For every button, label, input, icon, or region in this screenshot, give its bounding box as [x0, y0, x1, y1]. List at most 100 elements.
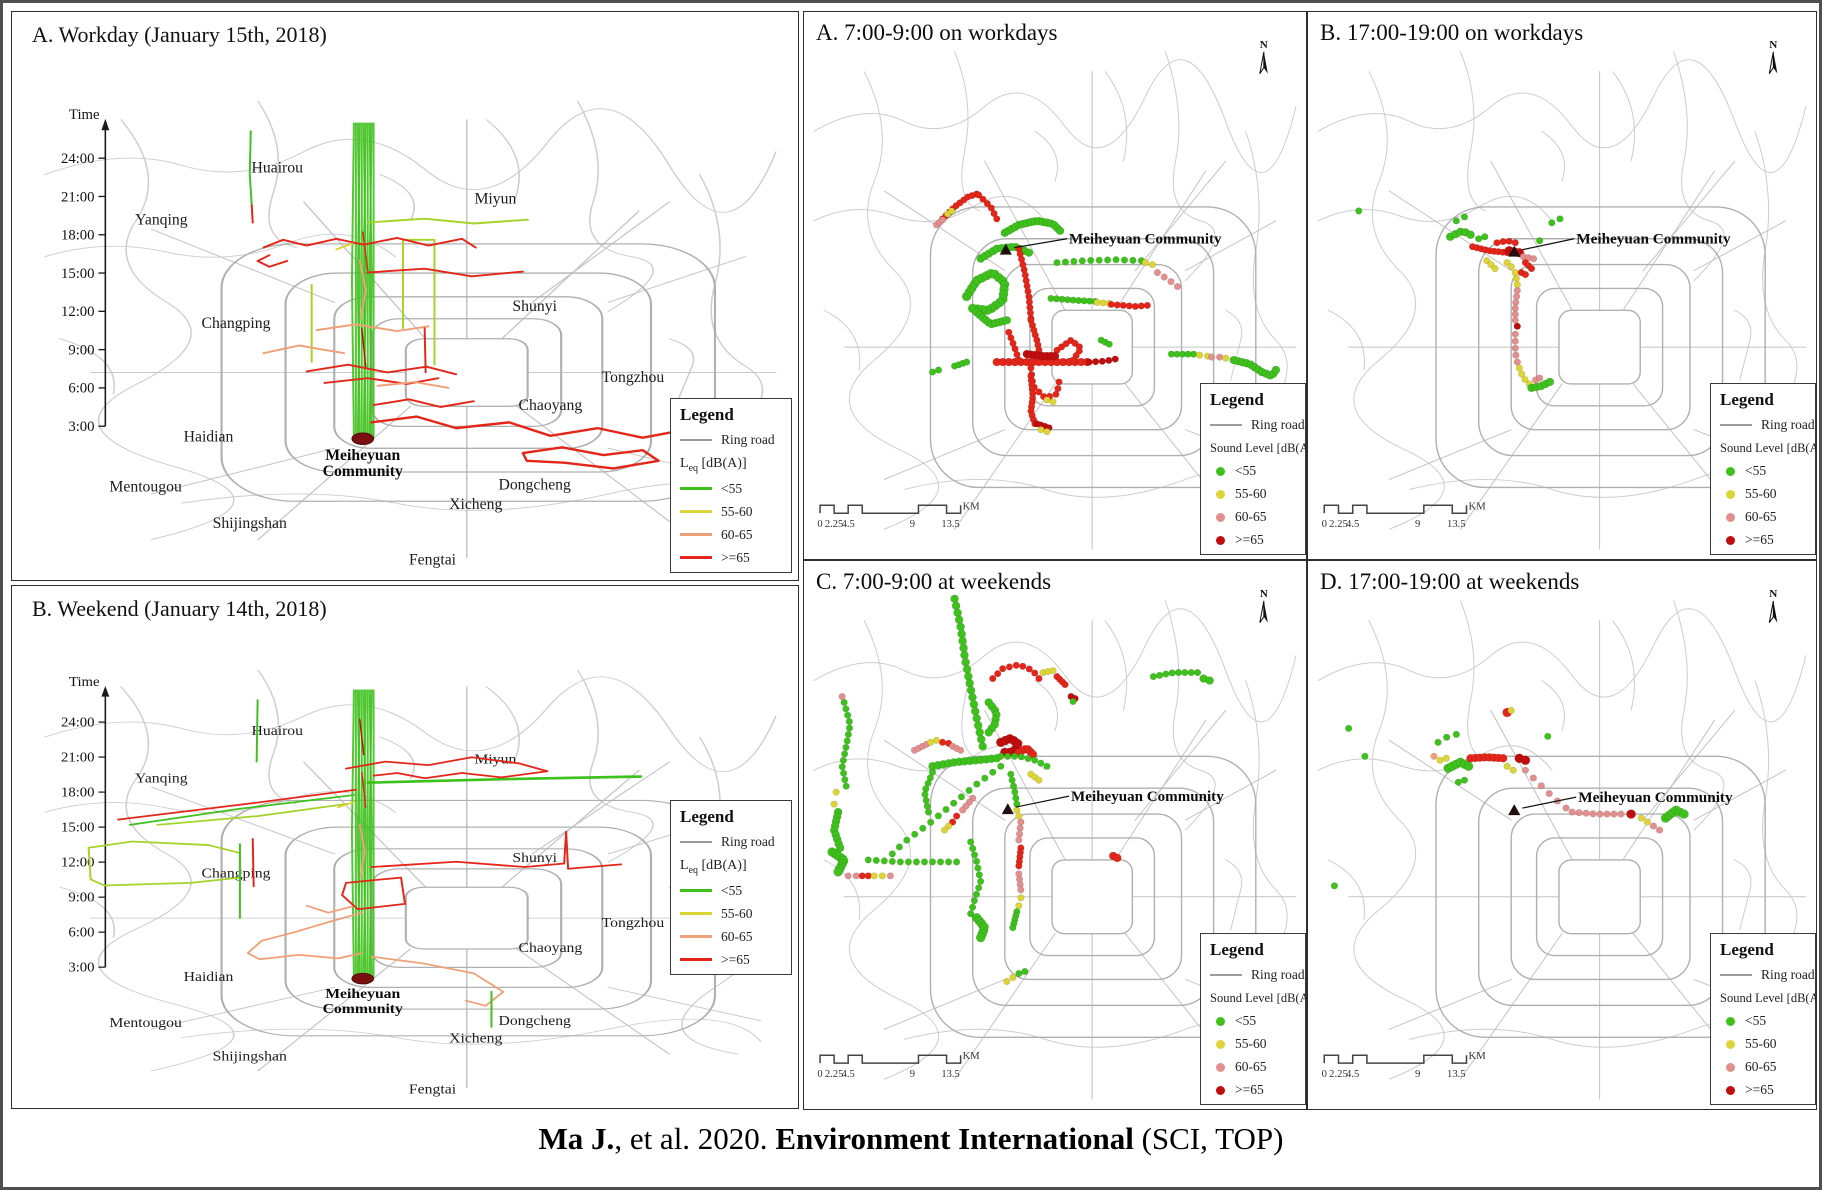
legend-item: <55 — [680, 883, 782, 899]
ring-road-label: Ring road — [1251, 967, 1305, 982]
scale-bar-line — [819, 504, 962, 515]
legend-sound-label: Sound Level [dB(A)] — [1720, 441, 1817, 455]
sound-dot — [969, 844, 977, 852]
dot-swatch — [1726, 1016, 1735, 1026]
sound-dot — [1208, 353, 1216, 361]
legend-item: <55 — [1210, 463, 1296, 479]
sound-dot — [842, 705, 850, 713]
sound-dot — [1002, 316, 1012, 325]
district-label: Dongcheng — [498, 1014, 571, 1029]
dot-swatch — [1726, 1039, 1735, 1049]
sound-dot — [1520, 755, 1531, 766]
sound-dot — [994, 670, 1002, 678]
trajectory-line — [565, 831, 623, 870]
sound-dot — [1017, 894, 1025, 902]
sound-dot — [949, 818, 957, 826]
sound-dot — [959, 643, 968, 653]
sound-dot — [974, 864, 982, 872]
legend-item: 55-60 — [1720, 486, 1806, 502]
sound-dot — [989, 768, 997, 776]
trajectory-line — [366, 217, 529, 225]
time-tick-label: 9:00 — [68, 891, 94, 905]
time-axis-label: Time — [69, 107, 100, 123]
trajectory-line — [262, 236, 477, 249]
map-panel-title: D. 17:00-19:00 at weekends — [1320, 569, 1580, 594]
district-label: Mentougou — [109, 479, 182, 496]
sound-dot — [1112, 853, 1122, 863]
legend-item: 55-60 — [680, 504, 782, 520]
time-tick-label: 21:00 — [61, 751, 95, 765]
sound-dot — [1087, 256, 1095, 264]
ring-road-label: Ring road — [1761, 417, 1815, 432]
workday-spacetime-plot: Time 24:00 21:00 18:00 15:00 12:00 9:00 6:00 3:0… — [43, 100, 777, 569]
community-label-line2: Community — [323, 463, 404, 480]
trajectory-line — [248, 130, 253, 207]
trajectory-line — [251, 838, 255, 888]
trajectory-line — [370, 955, 505, 1007]
trajectory-line — [117, 788, 357, 821]
sound-dot — [1037, 759, 1045, 767]
sound-dot — [960, 650, 969, 660]
sound-dot — [1643, 818, 1651, 826]
scale-bar-tick-label: 0 — [1322, 1069, 1327, 1080]
sound-dot — [950, 799, 958, 807]
sound-dot — [1031, 756, 1039, 764]
sound-dot — [1521, 271, 1530, 279]
scale-bar-tick-label: 4.5 — [1346, 519, 1359, 530]
sound-dot — [838, 763, 846, 771]
sound-dot — [997, 762, 1005, 770]
sound-dot — [1013, 806, 1021, 814]
sound-dot — [1649, 822, 1658, 830]
sound-dot — [989, 675, 997, 683]
time-tick-label: 12:00 — [61, 856, 95, 870]
legend-item: 60-65 — [680, 929, 782, 945]
sound-dot — [993, 215, 1001, 223]
sound-dot — [1149, 673, 1157, 681]
map-panel-title: C. 7:00-9:00 at weekends — [816, 569, 1052, 594]
sound-dot — [1071, 339, 1079, 347]
sound-dot — [965, 679, 974, 688]
district-label: Xicheng — [449, 1031, 503, 1046]
sound-dot — [1104, 256, 1112, 264]
district-label: Fengtai — [409, 552, 457, 569]
sound-dot — [1069, 356, 1077, 364]
sound-dot — [839, 756, 847, 764]
trajectory-line — [358, 260, 367, 320]
sound-dot — [1493, 239, 1501, 247]
sound-dot — [1043, 428, 1051, 436]
sound-dot — [1545, 377, 1555, 387]
district-label: Shunyi — [512, 298, 557, 315]
dot-swatch — [1216, 512, 1225, 522]
sound-dot — [1529, 255, 1538, 263]
district-label: Mentougou — [109, 1016, 182, 1031]
panel-weekend-title: B. Weekend (January 14th, 2018) — [32, 596, 327, 621]
trajectory-line — [521, 446, 660, 470]
sound-dot — [1544, 732, 1552, 740]
sound-dot — [1017, 818, 1025, 826]
sound-dot — [1537, 782, 1545, 790]
sound-dot — [842, 782, 850, 790]
sound-dot — [911, 830, 919, 838]
sound-dot — [1054, 385, 1062, 393]
sound-dot — [975, 728, 984, 737]
scale-bar-tick-label: 9 — [910, 1069, 915, 1080]
trajectory-line — [305, 904, 353, 914]
sound-dot — [844, 711, 852, 719]
line-swatch-60-65 — [680, 533, 712, 537]
sound-dot — [1061, 681, 1069, 689]
scale-bar-tick-label: 9 — [1415, 519, 1420, 530]
legend-item: >=65 — [1720, 1082, 1806, 1098]
trajectory-bundle-line — [368, 122, 373, 438]
district-label: Huairou — [252, 724, 304, 739]
sound-dot — [971, 851, 979, 859]
sound-dot — [953, 858, 961, 866]
community-leader-line — [1015, 795, 1070, 808]
legend-item: 55-60 — [1720, 1036, 1806, 1052]
trajectory-line — [423, 327, 427, 374]
legend-title: Legend — [680, 807, 734, 826]
sound-dot — [1111, 355, 1119, 363]
dot-swatch — [1216, 535, 1225, 545]
sound-dot — [1442, 754, 1450, 762]
north-label: N — [1260, 588, 1268, 600]
sound-dot — [1463, 761, 1474, 771]
